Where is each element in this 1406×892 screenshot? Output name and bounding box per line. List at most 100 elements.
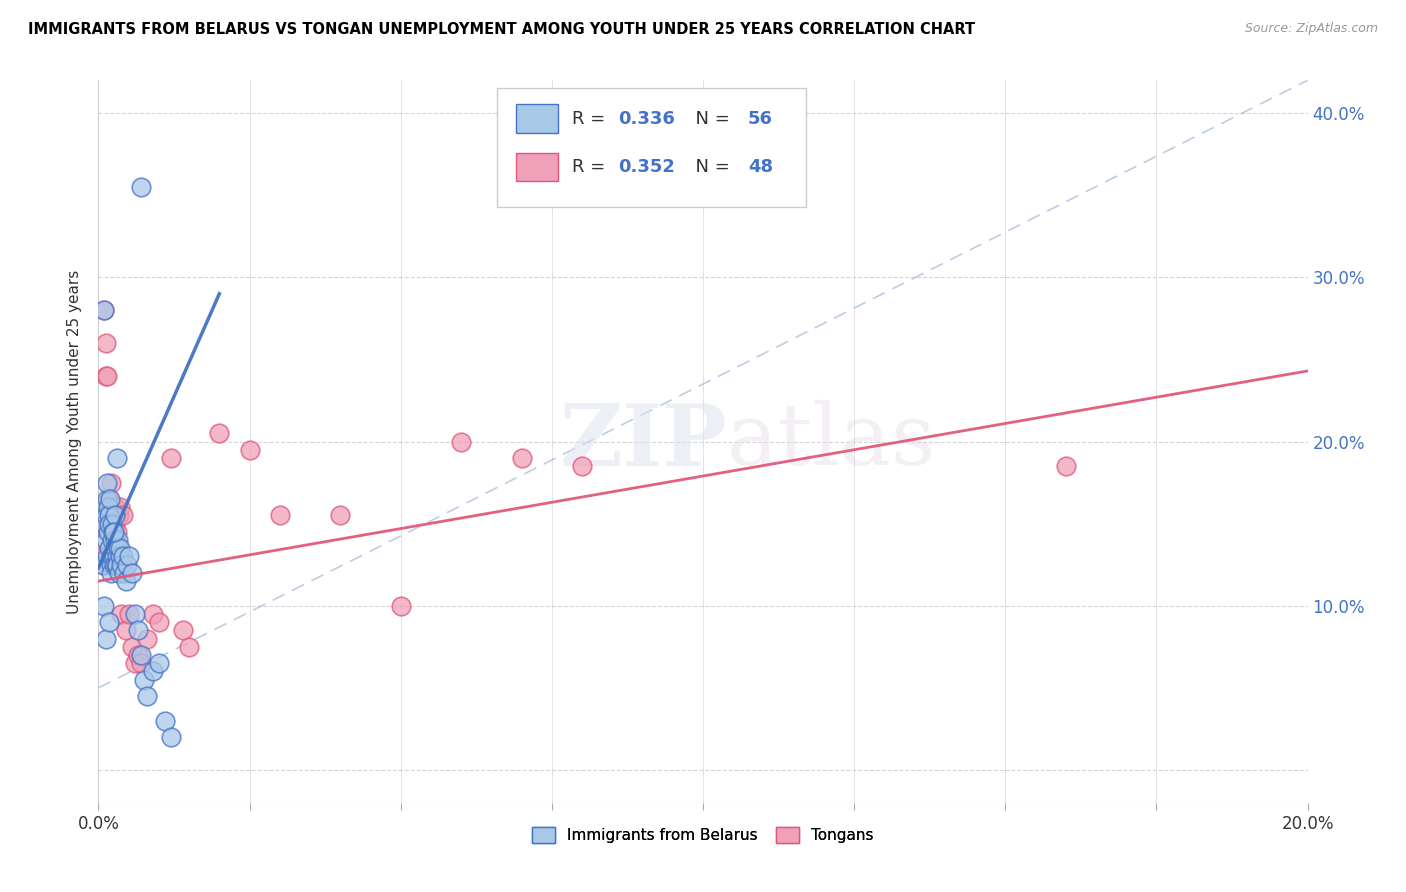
Text: IMMIGRANTS FROM BELARUS VS TONGAN UNEMPLOYMENT AMONG YOUTH UNDER 25 YEARS CORREL: IMMIGRANTS FROM BELARUS VS TONGAN UNEMPL… [28,22,976,37]
Point [110,607,132,621]
Point [104,533,127,547]
Point [329,508,352,523]
Point [129,648,152,662]
Point [100,549,122,564]
Point [98,541,121,556]
Point [98,541,121,556]
Point [94,533,117,547]
Point [104,558,127,572]
Text: 56: 56 [748,110,773,128]
Legend: Immigrants from Belarus, Tongans: Immigrants from Belarus, Tongans [526,822,880,849]
Point [93,516,115,531]
FancyBboxPatch shape [516,153,558,181]
Point [103,524,125,539]
Text: ZIP: ZIP [560,400,727,483]
Point [117,558,139,572]
Point [107,508,129,523]
Point [98,516,121,531]
Point [129,180,152,194]
Point [105,524,128,539]
Point [98,524,121,539]
Point [97,508,120,523]
Point [121,640,143,654]
FancyBboxPatch shape [498,87,806,207]
Point [107,533,129,547]
Point [142,607,165,621]
Point [108,549,131,564]
Point [118,607,141,621]
Point [108,541,131,556]
Point [97,500,120,515]
Point [118,549,141,564]
Point [510,450,533,465]
Text: 0.336: 0.336 [619,110,675,128]
Point [105,558,128,572]
Text: N =: N = [683,158,735,176]
Point [96,475,118,490]
Point [208,426,231,441]
Text: Source: ZipAtlas.com: Source: ZipAtlas.com [1244,22,1378,36]
FancyBboxPatch shape [516,104,558,133]
Point [129,657,152,671]
Point [127,624,149,638]
Point [96,508,118,523]
Point [127,648,149,662]
Point [96,516,118,531]
Point [112,566,135,580]
Point [132,673,155,687]
Point [98,615,121,630]
Point [111,508,134,523]
Point [101,516,124,531]
Point [153,714,176,728]
Point [94,632,117,646]
Point [98,491,121,506]
Text: R =: R = [572,158,612,176]
Point [97,524,120,539]
Point [91,549,114,564]
Point [97,491,120,506]
Point [101,500,124,515]
Point [103,549,125,564]
Point [93,303,115,318]
Point [100,524,122,539]
Point [96,368,118,383]
Point [103,558,125,572]
Point [94,336,117,351]
Point [97,508,120,523]
Point [160,730,183,744]
Point [269,508,291,523]
Point [114,574,136,588]
Point [100,508,122,523]
Point [135,689,157,703]
Point [135,632,157,646]
Point [108,500,131,515]
Text: R =: R = [572,110,612,128]
Point [94,516,117,531]
Point [1054,459,1077,474]
Point [96,549,118,564]
Point [96,491,118,506]
Point [104,500,127,515]
Point [111,549,134,564]
Point [450,434,472,449]
Point [91,558,114,572]
Point [172,624,194,638]
Point [96,368,118,383]
Point [114,624,136,638]
Point [101,549,124,564]
Text: 48: 48 [748,158,773,176]
Point [100,533,122,547]
Text: atlas: atlas [727,400,936,483]
Point [239,442,262,457]
Point [100,558,122,572]
Text: N =: N = [683,110,735,128]
Point [93,599,115,613]
Point [100,475,122,490]
Point [100,549,122,564]
Point [100,566,122,580]
Point [108,508,131,523]
Point [93,303,115,318]
Point [103,541,125,556]
Point [179,640,201,654]
Point [107,541,129,556]
